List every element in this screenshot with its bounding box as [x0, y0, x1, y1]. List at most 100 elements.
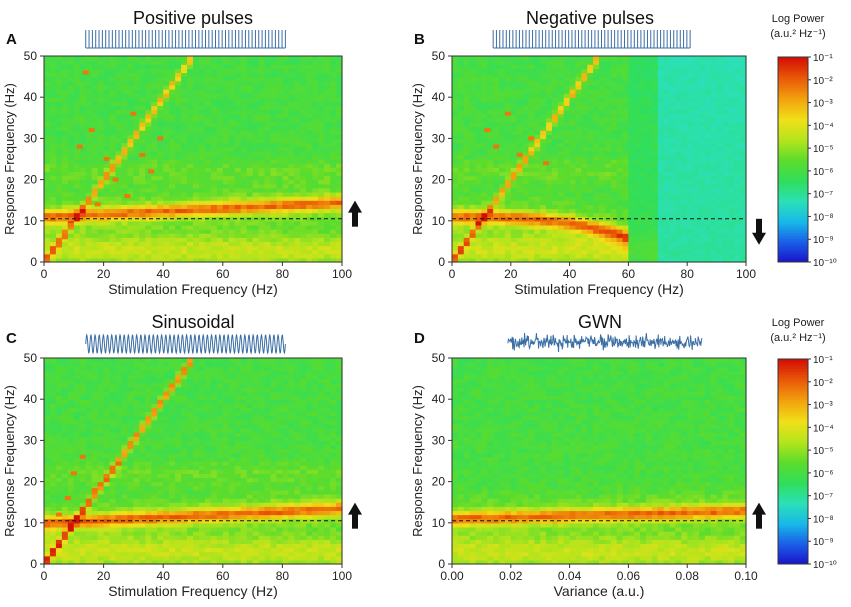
heatmap-cell [716, 134, 724, 139]
heatmap-cell [228, 146, 236, 152]
heatmap-cell [133, 117, 140, 123]
heatmap-cell [228, 109, 236, 115]
heatmap-cell [133, 113, 140, 119]
heatmap-cell [646, 117, 653, 123]
heatmap-cell [604, 183, 612, 189]
heatmap-cell [675, 249, 682, 255]
heatmap-cell [693, 60, 700, 65]
heatmap-cell [169, 134, 176, 139]
heatmap-cell [288, 68, 295, 74]
heatmap-cell [282, 220, 289, 226]
heatmap-cell [675, 101, 682, 107]
heatmap-cell [181, 196, 188, 201]
heatmap-cell [469, 126, 477, 131]
y-tick-label: 30 [24, 131, 38, 145]
heatmap-cell [312, 220, 319, 226]
heatmap-cell [634, 220, 641, 226]
heatmap-cell [528, 142, 535, 148]
heatmap-cell [722, 138, 729, 144]
heatmap-cell [91, 88, 99, 94]
heatmap-cell [563, 146, 571, 152]
heatmap-cell [522, 220, 530, 226]
heatmap-cell [651, 56, 659, 61]
heatmap-cell [557, 138, 565, 144]
heatmap-cell [79, 167, 87, 172]
heatmap-cell [693, 117, 700, 123]
heatmap-cell [324, 84, 331, 90]
heatmap-cell [599, 208, 606, 214]
heatmap-cell [546, 167, 553, 172]
heatmap-cell [228, 68, 236, 74]
heatmap-cell [675, 113, 682, 119]
heatmap-cell [487, 134, 494, 139]
heatmap-cell [516, 126, 524, 131]
heatmap-cell [79, 241, 87, 247]
heatmap-cell [79, 163, 87, 168]
heatmap-cell [669, 204, 677, 210]
heatmap-cell [593, 146, 600, 152]
heatmap-cell [693, 208, 700, 214]
heatmap-cell [151, 200, 158, 205]
heatmap-cell [252, 134, 260, 139]
heatmap-cell [198, 84, 206, 90]
heatmap-cell [276, 109, 283, 115]
heatmap-cell [324, 138, 331, 144]
heatmap-cell [258, 72, 266, 78]
heatmap-cell [300, 109, 307, 115]
heatmap-cell [228, 56, 236, 61]
heatmap-cell [49, 187, 57, 193]
heatmap-cell [675, 97, 682, 102]
heatmap-cell [516, 93, 524, 98]
heatmap-cell [593, 113, 600, 119]
heatmap-cell [475, 187, 482, 193]
heatmap-cell [324, 220, 331, 226]
heatmap-cell [551, 138, 559, 144]
heatmap-cell [622, 64, 629, 69]
heatmap-cell [145, 154, 152, 160]
heatmap-cell [463, 159, 471, 164]
heatmap-cell [710, 159, 718, 164]
heatmap-cell [657, 88, 665, 94]
heatmap-cell [282, 171, 289, 177]
heatmap-cell [91, 117, 99, 123]
heatmap-cell [91, 159, 99, 164]
heatmap-cell [646, 175, 653, 181]
heatmap-cell [675, 220, 682, 226]
heatmap-cell [210, 88, 218, 94]
heatmap-cell [151, 93, 158, 98]
heatmap-cell [55, 253, 63, 259]
x-axis-label: Stimulation Frequency (Hz) [108, 281, 278, 297]
heatmap-cell [193, 245, 200, 251]
heatmap-cell [698, 154, 706, 160]
heatmap-cell [198, 233, 206, 238]
heatmap-cell [575, 224, 582, 230]
heatmap-cell [85, 187, 93, 193]
heatmap-cell [557, 84, 565, 90]
heatmap-cell [487, 224, 494, 230]
heatmap-cell [581, 200, 588, 205]
heatmap-cell [246, 88, 254, 94]
heatmap-cell [97, 241, 105, 247]
heatmap-cell [504, 249, 512, 255]
heatmap-cell [569, 146, 577, 152]
x-tick-label: 100 [332, 267, 352, 281]
heatmap-cell [698, 204, 706, 210]
heatmap-cell [528, 84, 535, 90]
heatmap-cell [115, 126, 123, 131]
heatmap-cell [599, 241, 606, 247]
heatmap-cell [487, 117, 494, 123]
heatmap-cell [634, 84, 641, 90]
heatmap-cell [693, 237, 700, 242]
heatmap-cell [258, 191, 266, 197]
heatmap-cell [79, 150, 87, 156]
heatmap-cell [187, 117, 194, 123]
heatmap-cell [516, 68, 524, 74]
heatmap-cell [710, 253, 718, 259]
heatmap-cell [604, 191, 612, 197]
heatmap-cell [198, 60, 206, 65]
heatmap-cell [593, 105, 600, 111]
heatmap-cell [581, 105, 588, 111]
heatmap-cell [599, 229, 606, 234]
heatmap-cell [145, 134, 152, 139]
heatmap-cell [557, 187, 565, 193]
